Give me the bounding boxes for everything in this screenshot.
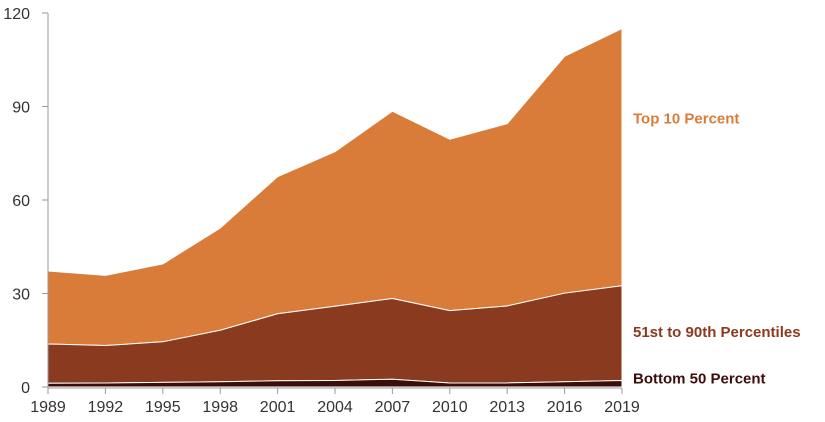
x-tick-label: 2013 [489, 399, 525, 416]
x-tick-label: 2019 [604, 399, 640, 416]
y-tick-label: 90 [12, 100, 30, 117]
x-tick-label: 1992 [88, 399, 124, 416]
x-tick-label: 1995 [145, 399, 181, 416]
label-bottom-50-percent: Bottom 50 Percent [633, 371, 766, 388]
series-labels: Bottom 50 Percent 51st to 90th Percentile… [633, 111, 801, 388]
label-top-10-percent: Top 10 Percent [633, 111, 739, 128]
axis-layer: 0 30 60 90 120 1989 1992 1995 1998 2001 2004 2007 20… [3, 6, 640, 416]
y-tick-label: 30 [12, 287, 30, 304]
x-tick-label: 2001 [260, 399, 296, 416]
y-tick-label: 120 [3, 6, 30, 23]
x-tick-label: 2010 [432, 399, 468, 416]
y-tick-label: 0 [21, 380, 30, 397]
x-tick-label: 2007 [375, 399, 411, 416]
x-tick-label: 2004 [317, 399, 353, 416]
areas-layer [47, 28, 623, 388]
x-tick-label: 1998 [202, 399, 238, 416]
label-51st-to-90th-percentiles: 51st to 90th Percentiles [633, 324, 801, 341]
area-bottom-50-percent [47, 378, 623, 388]
x-tick-label: 2016 [547, 399, 583, 416]
x-tick-label: 1989 [30, 399, 66, 416]
y-tick-label: 60 [12, 193, 30, 210]
area-top-10-percent [47, 28, 623, 347]
